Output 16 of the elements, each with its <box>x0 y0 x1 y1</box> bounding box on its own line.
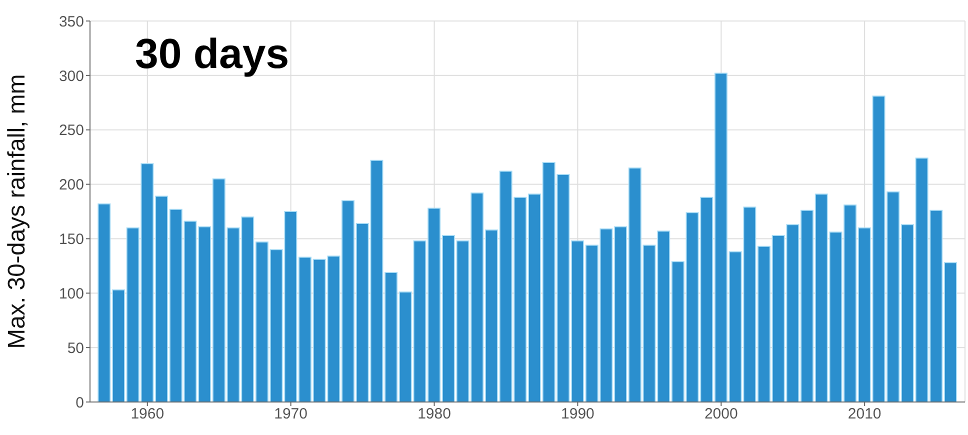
x-tick-label: 1980 <box>418 406 451 423</box>
x-tick-label: 1970 <box>274 406 308 423</box>
y-tick-label: 50 <box>67 340 84 357</box>
x-tick-label: 1990 <box>561 406 594 423</box>
y-tick-label: 250 <box>58 122 84 140</box>
y-tick-label: 0 <box>76 394 84 412</box>
y-tick-label: 300 <box>58 68 84 85</box>
y-tick-label: 100 <box>58 285 84 302</box>
y-axis-title: Max. 30-days rainfall, mm <box>4 74 31 349</box>
x-tick-label: 2000 <box>704 406 738 423</box>
x-tick-label: 2010 <box>848 406 882 423</box>
annotation: 30 days <box>135 30 290 78</box>
y-tick-label: 350 <box>58 13 84 30</box>
y-tick-label: 200 <box>58 176 84 194</box>
y-tick-label: 150 <box>58 231 84 248</box>
x-tick-label: 1960 <box>130 406 164 423</box>
